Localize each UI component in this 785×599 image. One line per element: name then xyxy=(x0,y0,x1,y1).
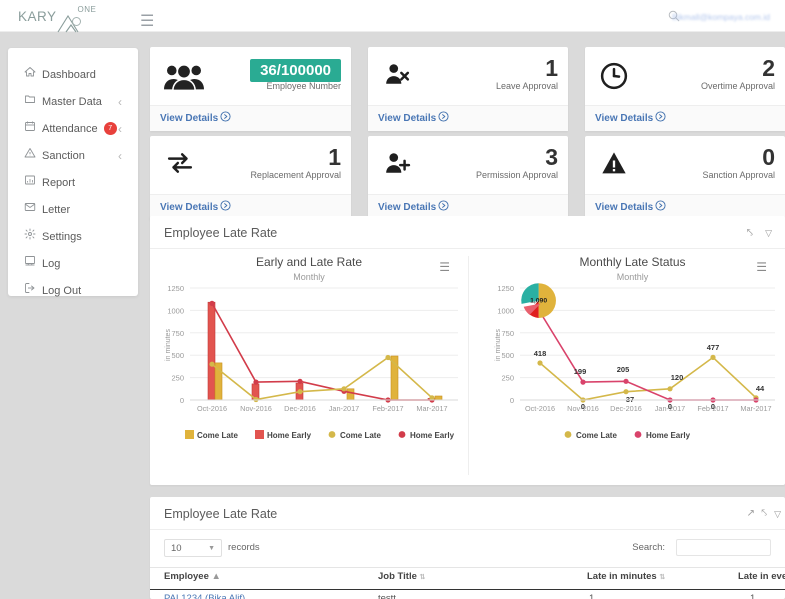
svg-text:1250: 1250 xyxy=(497,284,514,293)
svg-text:Feb-2017: Feb-2017 xyxy=(697,404,728,413)
svg-text:Mar-2017: Mar-2017 xyxy=(740,404,771,413)
svg-text:1,090: 1,090 xyxy=(530,297,547,304)
svg-text:in minutes: in minutes xyxy=(495,329,502,361)
svg-text:in minutes: in minutes xyxy=(165,329,172,361)
svg-text:0: 0 xyxy=(180,396,184,405)
svg-text:Jan-2017: Jan-2017 xyxy=(329,404,359,413)
svg-text:1250: 1250 xyxy=(167,284,184,293)
svg-text:Nov-2016: Nov-2016 xyxy=(240,404,272,413)
svg-text:0: 0 xyxy=(510,396,514,405)
svg-text:250: 250 xyxy=(501,374,514,383)
svg-text:Come Late: Come Late xyxy=(576,431,617,440)
svg-text:750: 750 xyxy=(501,329,514,338)
svg-text:Oct-2016: Oct-2016 xyxy=(197,404,227,413)
svg-text:750: 750 xyxy=(171,329,184,338)
svg-text:Nov-2016: Nov-2016 xyxy=(567,404,599,413)
svg-text:Home Early: Home Early xyxy=(646,431,691,440)
svg-text:Mar-2017: Mar-2017 xyxy=(416,404,447,413)
svg-text:Come Late: Come Late xyxy=(197,431,238,440)
svg-text:199: 199 xyxy=(574,367,587,376)
svg-text:Feb-2017: Feb-2017 xyxy=(372,404,403,413)
svg-text:Oct-2016: Oct-2016 xyxy=(525,404,555,413)
svg-text:205: 205 xyxy=(617,365,630,374)
svg-text:Home Early: Home Early xyxy=(267,431,312,440)
svg-text:Come Late: Come Late xyxy=(340,431,381,440)
svg-text:120: 120 xyxy=(671,373,684,382)
svg-text:250: 250 xyxy=(171,374,184,383)
svg-text:500: 500 xyxy=(501,351,514,360)
svg-text:44: 44 xyxy=(756,384,765,393)
svg-text:Home Early: Home Early xyxy=(410,431,455,440)
svg-text:1000: 1000 xyxy=(497,306,514,315)
svg-text:Dec-2016: Dec-2016 xyxy=(284,404,316,413)
svg-text:418: 418 xyxy=(534,349,547,358)
svg-text:477: 477 xyxy=(707,343,720,352)
svg-text:Jan-2017: Jan-2017 xyxy=(655,404,685,413)
svg-text:Dec-2016: Dec-2016 xyxy=(610,404,642,413)
svg-text:500: 500 xyxy=(171,351,184,360)
svg-text:1000: 1000 xyxy=(167,306,184,315)
